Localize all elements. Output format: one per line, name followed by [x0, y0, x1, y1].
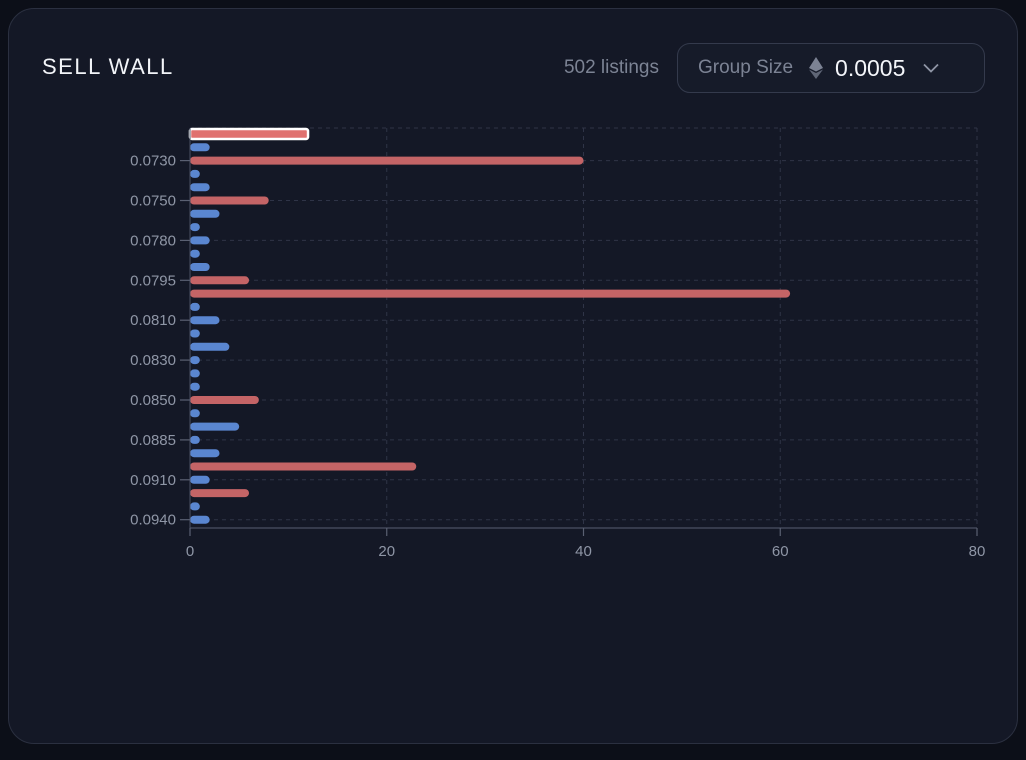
y-tick-label: 0.0885: [130, 432, 176, 449]
chevron-down-icon: [923, 63, 940, 73]
bar-14: [190, 316, 220, 325]
y-tick-label: 0.0730: [130, 153, 176, 170]
y-tick-label: 0.0940: [130, 512, 176, 529]
bar-26: [190, 475, 210, 484]
group-size-label: Group Size: [698, 57, 794, 78]
y-tick-label: 0.0910: [130, 472, 176, 489]
y-tick-label: 0.0830: [130, 352, 176, 369]
bar-21: [190, 409, 200, 418]
bar-23: [190, 435, 200, 444]
bar-7: [190, 223, 200, 232]
x-tick-label: 20: [378, 543, 395, 560]
bar-29: [190, 515, 210, 524]
bar-27: [190, 489, 250, 498]
x-tick-label: 40: [575, 543, 592, 560]
bar-9: [190, 249, 200, 258]
bar-6: [190, 209, 220, 218]
x-tick-label: 60: [772, 543, 789, 560]
bar-18: [190, 369, 200, 378]
x-tick-label: 80: [969, 543, 986, 560]
listings-count: 502 listings: [563, 57, 659, 78]
x-tick-label: 0: [186, 543, 194, 560]
bar-25: [190, 462, 417, 471]
bar-10: [190, 263, 210, 271]
bar-19: [190, 382, 200, 391]
group-size-value: 0.0005: [835, 54, 906, 81]
bar-22: [190, 422, 240, 431]
bar-13: [190, 302, 200, 311]
bar-4: [190, 183, 210, 192]
bar-1: [190, 143, 210, 152]
bar-15: [190, 329, 200, 338]
y-tick-label: 0.0810: [130, 312, 176, 329]
bar-3: [190, 169, 200, 178]
bar-24: [190, 449, 220, 458]
y-tick-label: 0.0850: [130, 392, 176, 409]
bar-8: [190, 236, 210, 245]
bar-28: [190, 502, 200, 511]
eth-icon: [809, 57, 824, 79]
y-tick-label: 0.0750: [130, 193, 176, 210]
sell-wall-card: SELL WALL 502 listings Group Size 0.0005: [8, 8, 1018, 744]
bar-12: [190, 289, 791, 298]
bar-20: [190, 396, 259, 404]
y-tick-label: 0.0795: [130, 272, 176, 289]
group-size-dropdown[interactable]: Group Size 0.0005: [677, 43, 985, 93]
bar-17: [190, 356, 200, 365]
chart-title: SELL WALL: [42, 54, 174, 79]
bar-0: [188, 127, 310, 141]
bar-11: [190, 276, 250, 285]
bar-2: [190, 156, 584, 165]
bar-16: [190, 342, 230, 351]
y-tick-label: 0.0780: [130, 232, 176, 249]
bar-5: [190, 196, 269, 205]
